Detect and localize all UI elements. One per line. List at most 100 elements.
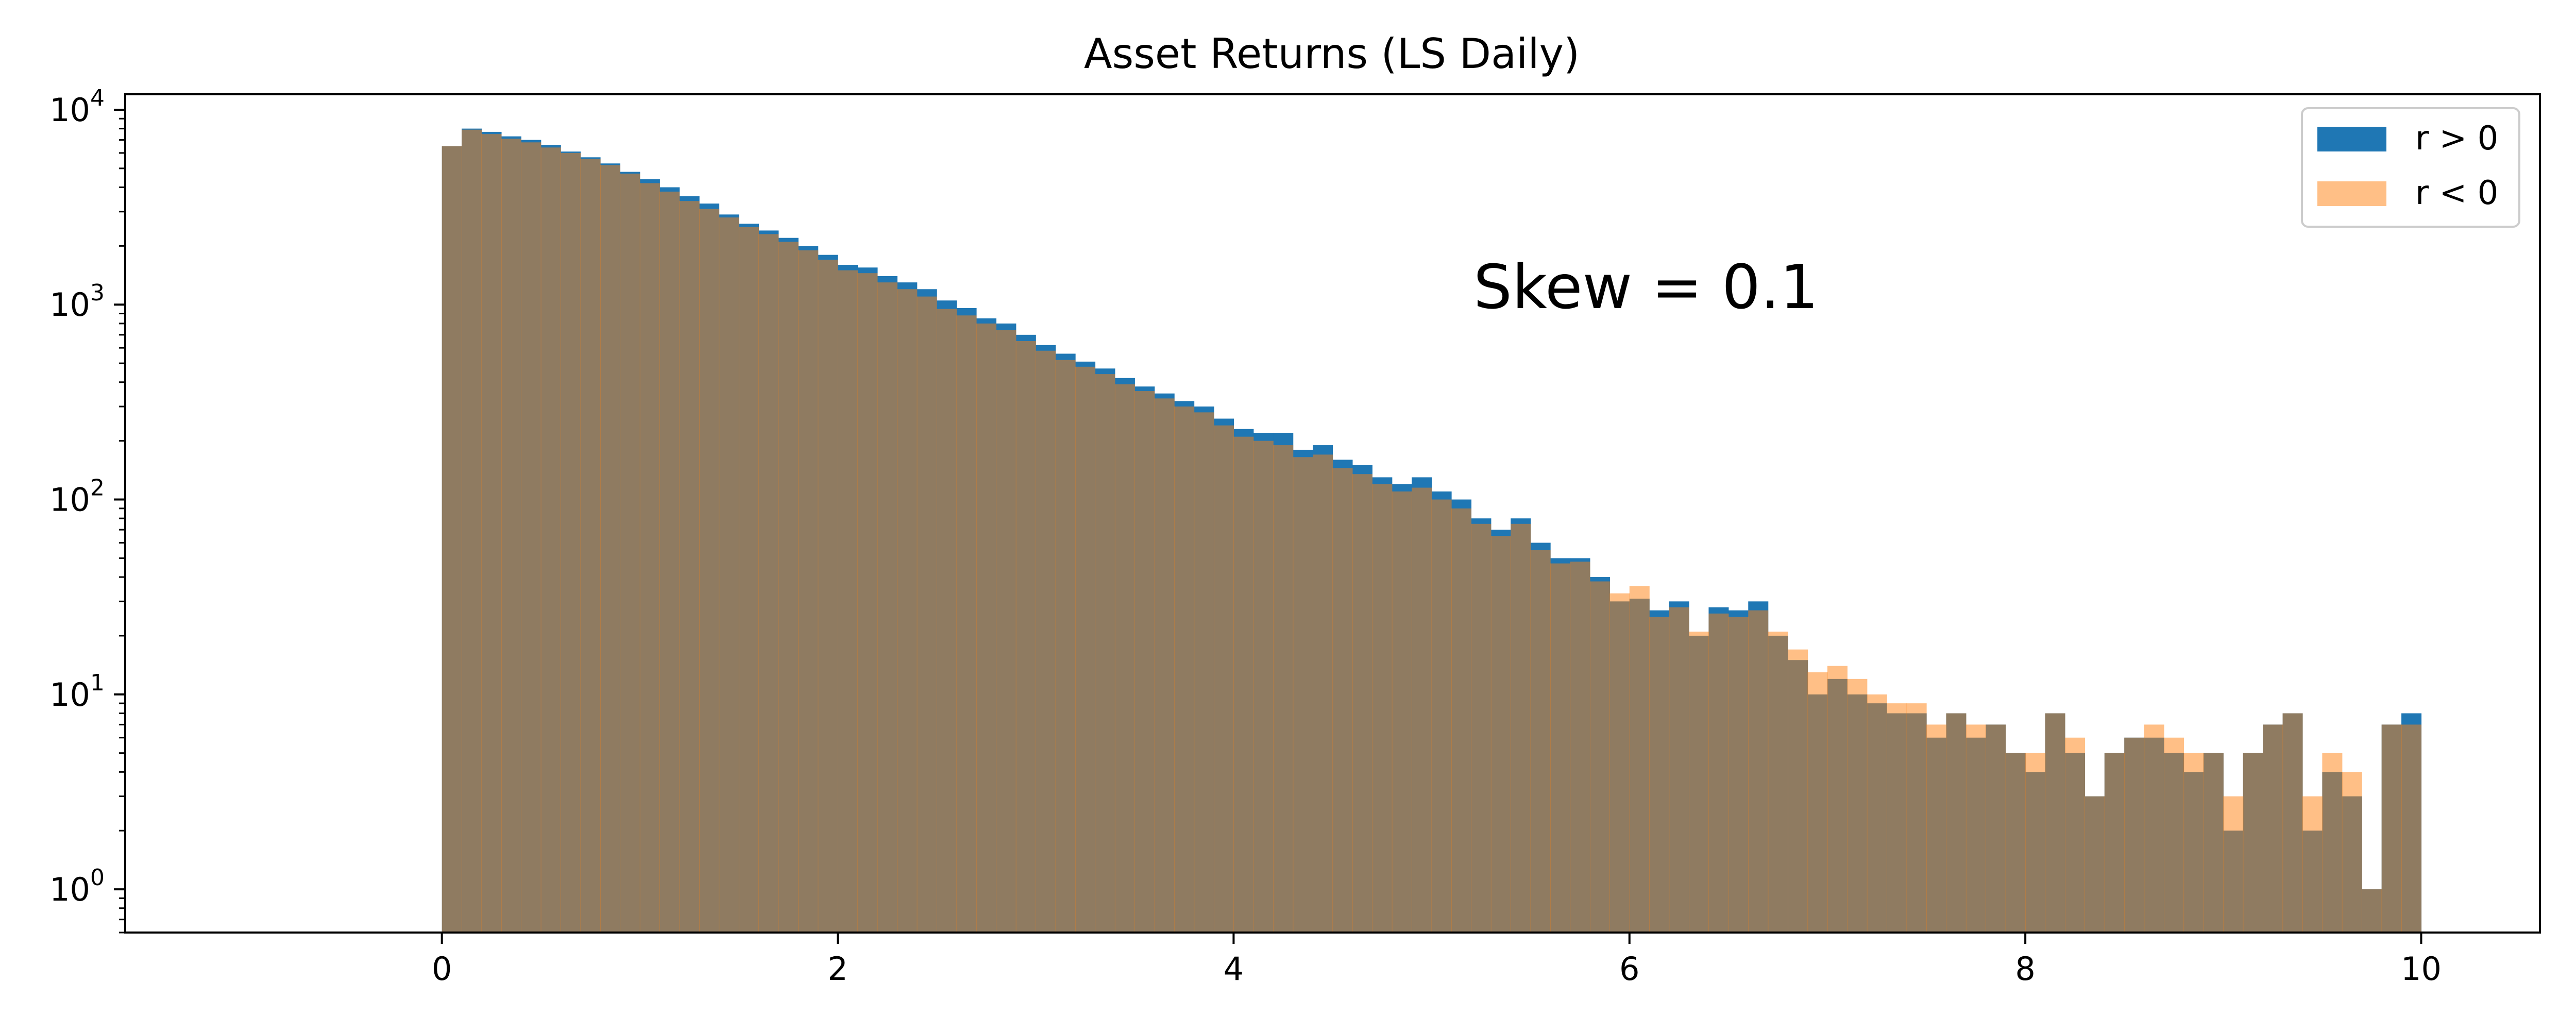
hist-bar [1352, 474, 1372, 933]
hist-bar [2183, 753, 2204, 933]
legend-swatch [2317, 181, 2386, 206]
hist-bar [2164, 737, 2184, 933]
y-tick-label: 100 [49, 865, 105, 908]
x-tick-label: 8 [2015, 950, 2035, 988]
chart-title: Asset Returns (LS Daily) [1084, 30, 1580, 78]
hist-bar [956, 315, 977, 933]
hist-bar [1570, 562, 1590, 933]
hist-bar [738, 227, 759, 933]
hist-bar [1095, 374, 1115, 933]
hist-bar [1293, 457, 1313, 933]
series-r-neg [442, 129, 2422, 933]
hist-bar [2005, 753, 2026, 933]
hist-bar [838, 270, 858, 933]
hist-bar [1906, 703, 1927, 933]
hist-bar [2243, 753, 2263, 933]
hist-bar [1114, 384, 1135, 933]
hist-bar [540, 147, 561, 933]
hist-bar [1055, 360, 1076, 933]
x-tick-label: 6 [1619, 950, 1639, 988]
hist-bar [1154, 398, 1175, 933]
legend-label: r > 0 [2415, 120, 2498, 158]
skew-annotation: Skew = 0.1 [1473, 251, 1819, 323]
y-tick-label: 104 [49, 85, 105, 129]
hist-bar [1708, 613, 1729, 933]
hist-bar [1431, 499, 1452, 933]
hist-bar [1194, 412, 1214, 933]
hist-bar [1609, 593, 1630, 933]
hist-bar [1986, 724, 2006, 933]
hist-bar [2401, 724, 2422, 933]
y-tick-label: 101 [49, 670, 105, 714]
hist-bar [1451, 508, 1472, 933]
legend: r > 0 r < 0 [2301, 107, 2520, 228]
x-tick-label: 4 [1224, 950, 1244, 988]
hist-bar [699, 209, 720, 933]
hist-bar [1788, 649, 1808, 933]
hist-bar [1313, 454, 1333, 933]
hist-bar [1867, 694, 1887, 933]
hist-bar [1946, 713, 1967, 933]
hist-bar [1550, 563, 1571, 933]
hist-bar [1392, 491, 1412, 933]
x-tick-label: 2 [827, 950, 848, 988]
hist-bar [758, 234, 779, 933]
hist-bar [1471, 523, 1492, 933]
hist-bar [2322, 753, 2343, 933]
bars-layer [442, 128, 2422, 933]
hist-bar [1728, 617, 1749, 933]
hist-bar [1748, 610, 1769, 933]
hist-bar [2124, 737, 2145, 933]
hist-bar [2302, 796, 2323, 933]
hist-bar [2064, 737, 2085, 933]
y-tick-label: 103 [49, 280, 105, 324]
hist-bar [1412, 487, 1432, 933]
hist-bar [1213, 425, 1234, 933]
hist-bar [1372, 484, 1393, 933]
hist-bar [442, 146, 462, 933]
hist-bar [1233, 436, 1254, 933]
hist-bar [1253, 441, 1274, 933]
hist-bar [639, 183, 660, 933]
axes-layer: 0 2 4 6 8 10 100 101 102 103 104 [49, 85, 2541, 988]
hist-bar [1926, 724, 1947, 933]
hist-bar [719, 217, 739, 933]
hist-bar [857, 273, 878, 933]
hist-bar [561, 153, 581, 933]
hist-bar [1273, 445, 1294, 933]
hist-bar [580, 159, 601, 933]
x-tick-label: 10 [2401, 950, 2442, 988]
hist-bar [2342, 772, 2362, 933]
hist-bar [1075, 366, 1096, 933]
y-tick-label: 102 [49, 475, 105, 519]
hist-bar [2362, 889, 2382, 933]
hist-bar [1847, 679, 1868, 933]
plot-frame [124, 93, 2541, 934]
hist-bar [1490, 536, 1511, 933]
hist-bar [2045, 713, 2065, 933]
hist-bar [1015, 341, 1036, 933]
hist-bar [917, 296, 937, 933]
hist-bar [2104, 753, 2125, 933]
hist-bar [1689, 631, 1709, 933]
hist-bar [1036, 350, 1056, 933]
hist-bar [1768, 631, 1788, 933]
hist-bar [778, 242, 799, 933]
hist-bar [996, 330, 1016, 933]
hist-bar [1511, 523, 1531, 933]
hist-bar [897, 289, 918, 933]
x-tick-label: 0 [432, 950, 452, 988]
hist-bar [976, 323, 996, 933]
hist-bar [1134, 391, 1155, 933]
hist-bar [462, 129, 482, 933]
hist-bar [2144, 724, 2164, 933]
hist-bar [1887, 703, 1907, 933]
hist-bar [2381, 724, 2402, 933]
hist-bar [2282, 713, 2303, 933]
hist-bar [1589, 581, 1610, 933]
hist-bar [1669, 607, 1689, 933]
hist-bar [937, 309, 957, 933]
hist-bar [620, 173, 640, 933]
hist-bar [2084, 796, 2105, 933]
